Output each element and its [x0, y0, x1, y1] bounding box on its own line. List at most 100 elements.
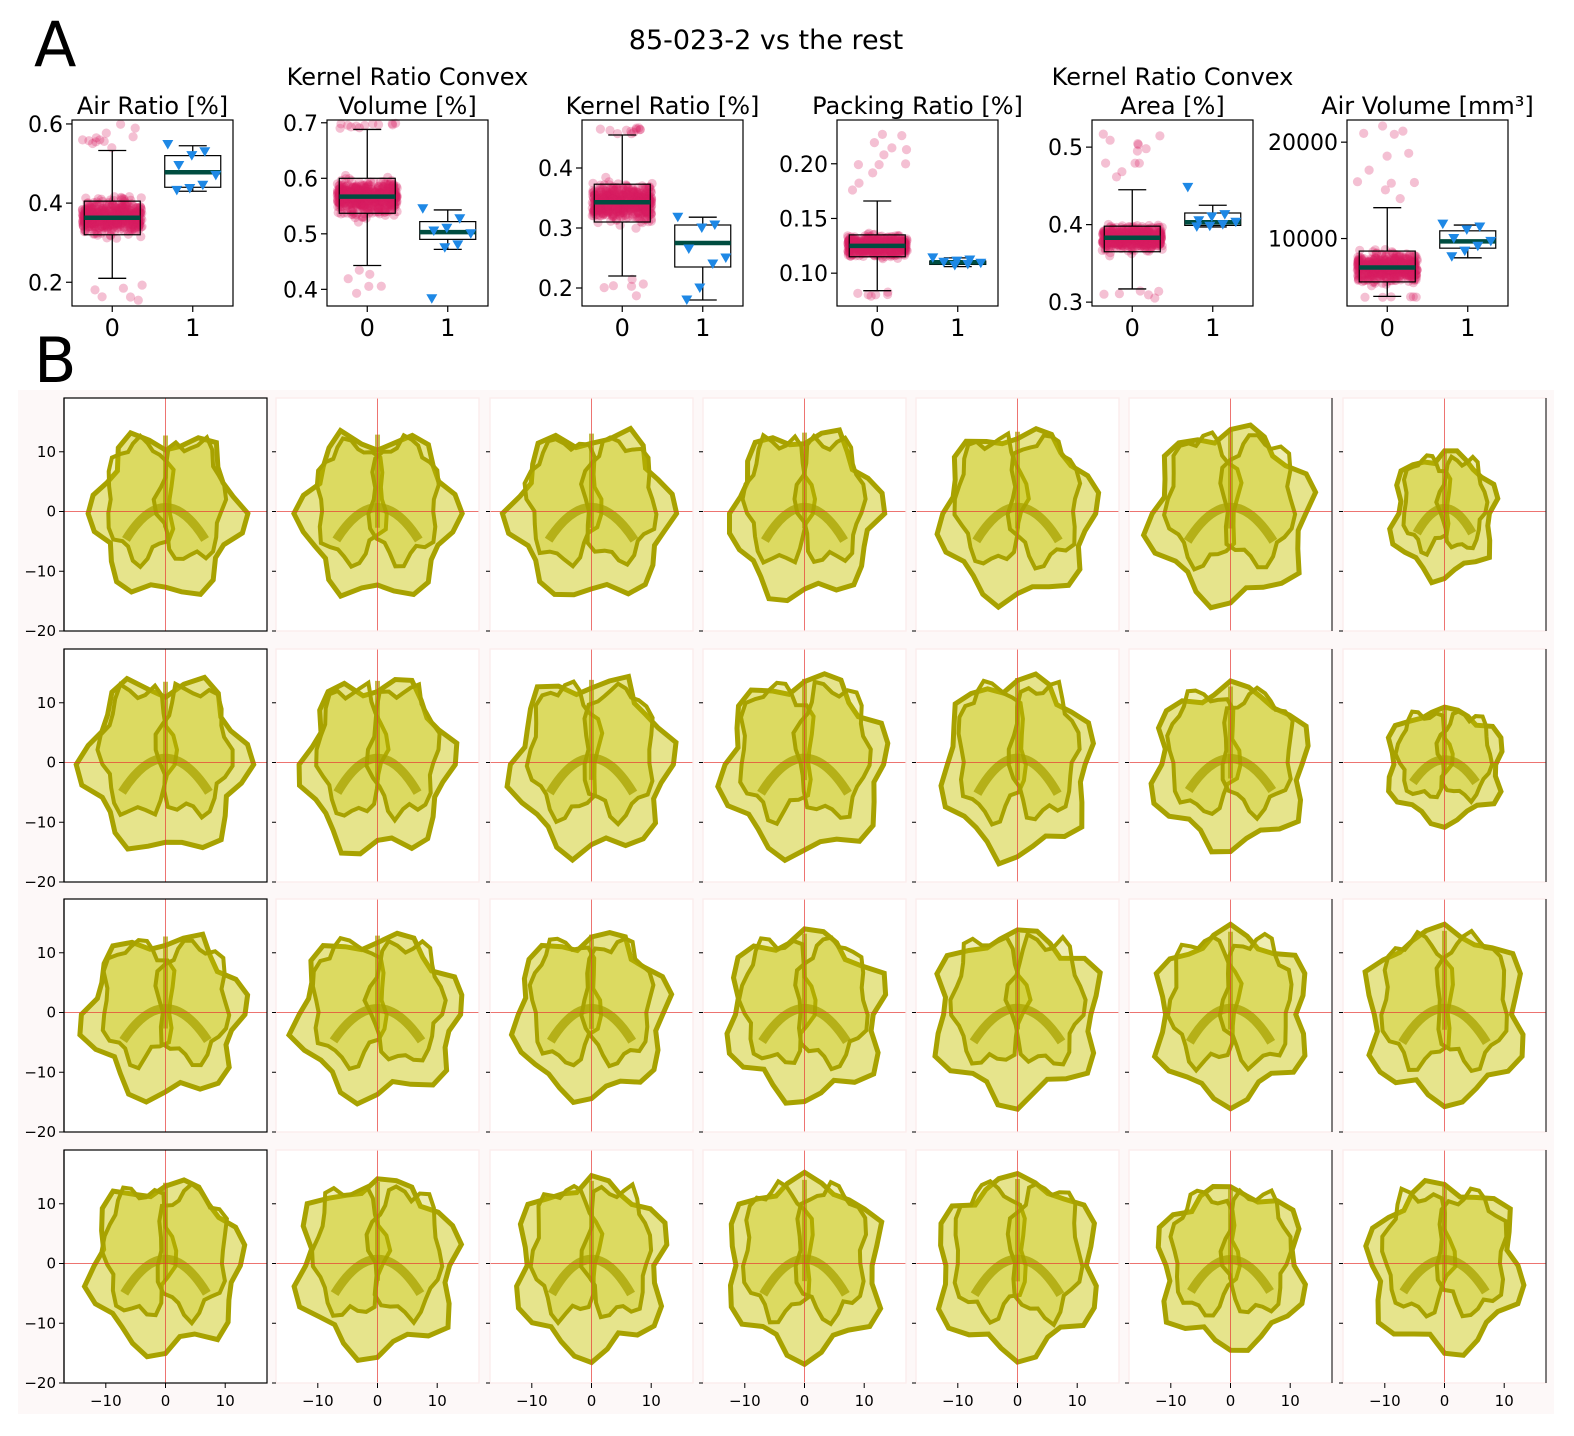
group1-point	[171, 185, 183, 196]
group0-point	[384, 198, 394, 208]
group0-point	[895, 236, 905, 246]
group0-point	[636, 208, 647, 218]
group0-point	[366, 184, 377, 194]
group1-point	[927, 253, 939, 263]
group0-point	[101, 203, 111, 214]
group0-point	[857, 245, 867, 256]
group0-point	[384, 184, 394, 194]
group0-point	[134, 217, 144, 227]
group0-point	[100, 200, 110, 210]
group0-point	[374, 200, 384, 210]
group0-point	[356, 186, 366, 196]
group0-point	[608, 183, 618, 193]
group0-point	[87, 218, 97, 228]
group0-point	[1135, 240, 1145, 251]
group0-point	[606, 216, 616, 226]
group0-point	[1386, 178, 1396, 188]
group0-point	[634, 190, 644, 200]
group0-point	[105, 219, 115, 229]
group0-point	[619, 206, 629, 216]
group0-point	[590, 207, 600, 217]
x-tick-label: 10	[1281, 1392, 1300, 1410]
group0-point	[613, 184, 624, 195]
group0-point	[843, 247, 853, 257]
group0-point	[639, 189, 649, 199]
group0-point	[358, 212, 368, 222]
group0-point	[351, 200, 361, 210]
group0-point	[106, 202, 116, 212]
group0-point	[1123, 228, 1134, 238]
group0-point	[618, 207, 629, 217]
group0-point	[102, 219, 112, 229]
group0-point	[644, 189, 654, 199]
group0-point	[633, 187, 643, 197]
x-tick-label: 1	[695, 314, 710, 342]
group0-point	[632, 188, 643, 198]
group0-point	[633, 192, 643, 202]
group0-point	[350, 213, 360, 223]
group0-point	[1130, 239, 1140, 249]
group0-point	[596, 186, 606, 196]
group1-point	[683, 244, 695, 254]
group0-point	[358, 186, 368, 196]
group0-point	[345, 186, 355, 196]
group0-point	[378, 186, 388, 196]
group0-point	[1142, 238, 1152, 248]
group0-point	[78, 135, 88, 145]
group0-point	[339, 198, 349, 208]
group0-point	[860, 246, 870, 256]
group0-point	[1411, 292, 1421, 302]
group0-point	[623, 183, 633, 193]
group0-point	[1099, 226, 1109, 236]
group0-point	[92, 197, 102, 207]
group0-point	[111, 205, 121, 215]
group1-points	[672, 212, 732, 305]
group0-point	[639, 206, 649, 216]
group0-point	[91, 137, 101, 147]
group0-point	[124, 204, 134, 214]
group0-point	[875, 236, 885, 246]
group0-point	[638, 279, 648, 289]
group0-point	[362, 196, 372, 207]
group0-point	[1117, 241, 1127, 251]
group0-point	[597, 207, 607, 217]
box-group1	[419, 209, 477, 251]
group0-point	[86, 206, 96, 217]
group0-point	[1123, 224, 1133, 234]
group0-point	[342, 205, 352, 215]
group0-point	[603, 189, 613, 199]
group0-point	[874, 160, 884, 170]
group0-point	[122, 201, 132, 211]
group0-point	[617, 202, 627, 212]
walnut-cell-r3-c3	[486, 898, 694, 1133]
group0-point	[96, 228, 106, 238]
y-tick-label: 10000	[1268, 228, 1338, 253]
group0-point	[120, 208, 130, 218]
group0-point	[642, 192, 652, 202]
group0-point	[96, 206, 106, 216]
group0-point	[115, 208, 126, 218]
group0-point	[362, 204, 372, 214]
group0-point	[623, 212, 633, 222]
group0-point	[359, 183, 369, 193]
group0-point	[601, 172, 611, 182]
walnut-cell-r4-c2: −10 0 10	[272, 1149, 480, 1410]
group0-point	[347, 199, 357, 209]
group0-point	[598, 210, 608, 220]
group0-point	[1389, 129, 1399, 139]
group0-point	[627, 274, 637, 284]
group0-point	[101, 220, 111, 230]
group0-point	[357, 197, 367, 208]
group0-point	[631, 209, 641, 219]
group0-point	[636, 206, 646, 216]
group1-point	[417, 204, 429, 214]
group0-point	[1404, 148, 1414, 158]
group0-point	[345, 199, 355, 209]
group0-point	[342, 181, 352, 191]
group0-point	[864, 231, 874, 242]
group0-point	[343, 274, 353, 284]
group0-point	[84, 217, 94, 228]
group0-point	[878, 246, 888, 256]
